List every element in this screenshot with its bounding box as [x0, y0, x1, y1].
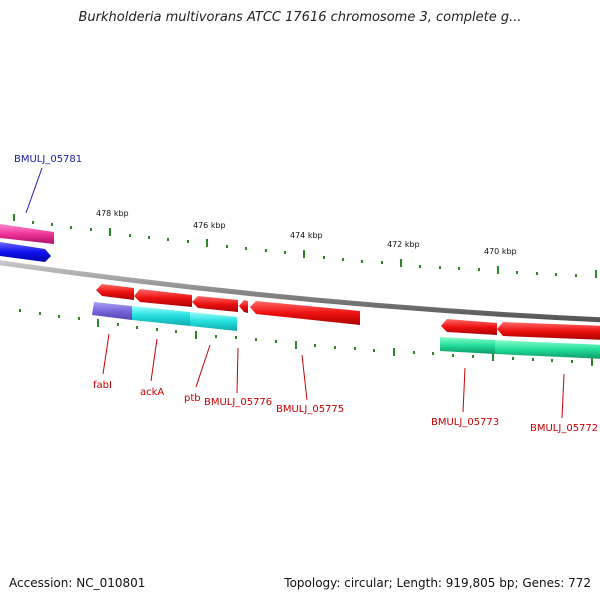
feature-bmulj-05776-red[interactable] — [239, 300, 248, 313]
feature-acka-cyan[interactable] — [132, 306, 190, 326]
map-title: Burkholderia multivorans ATCC 17616 chro… — [78, 10, 522, 25]
feature-bmulj-05775-red[interactable] — [250, 301, 360, 325]
feature-fabi-red[interactable] — [96, 284, 134, 300]
gene-label-bmulj-05773[interactable]: BMULJ_05773 — [431, 417, 499, 428]
leader-acka — [150, 338, 158, 382]
gene-label-acka[interactable]: ackA — [140, 387, 164, 398]
leader-ptb — [195, 344, 211, 388]
chromosome-backbone — [0, 260, 600, 323]
feature-bmulj-05773-red[interactable] — [441, 319, 497, 335]
ruler-label-470: 470 kbp — [484, 247, 517, 256]
feature-blue-arrow[interactable] — [0, 242, 51, 262]
feature-bmulj-05773-green[interactable] — [440, 337, 495, 354]
feature-pink[interactable] — [0, 224, 54, 244]
gene-label-bmulj-05775[interactable]: BMULJ_05775 — [276, 404, 344, 415]
ruler-label-478: 478 kbp — [96, 209, 129, 218]
leader-bmulj-05773 — [462, 367, 466, 413]
feature-ptb-cyan[interactable] — [190, 312, 237, 331]
gene-label-fabi[interactable]: fabI — [93, 380, 112, 391]
leader-bmulj-05772 — [561, 373, 565, 419]
ruler-label-474: 474 kbp — [290, 231, 323, 240]
leader-fabi — [102, 333, 110, 375]
gene-label-ptb[interactable]: ptb — [184, 393, 201, 404]
leader-bmulj-05775 — [301, 354, 308, 401]
gene-label-bmulj-05776[interactable]: BMULJ_05776 — [204, 397, 272, 408]
outer-ruler — [13, 214, 597, 278]
accession-label: Accession: NC_010801 — [9, 576, 146, 590]
feature-fabi-purple[interactable] — [92, 302, 132, 320]
inner-ruler — [19, 309, 593, 366]
feature-ptb-red[interactable] — [192, 296, 238, 312]
ruler-label-472: 472 kbp — [387, 240, 420, 249]
feature-bmulj-05772-green[interactable] — [495, 340, 600, 359]
leader-bmulj-05781 — [25, 167, 43, 214]
gene-label-bmulj-05781[interactable]: BMULJ_05781 — [14, 154, 82, 165]
feature-acka-red[interactable] — [134, 289, 192, 307]
gene-label-bmulj-05772[interactable]: BMULJ_05772 — [530, 423, 598, 434]
topology-label: Topology: circular; Length: 919,805 bp; … — [284, 576, 591, 590]
ruler-label-476: 476 kbp — [193, 221, 226, 230]
feature-bmulj-05772-red[interactable] — [497, 322, 600, 340]
leader-bmulj-05776 — [236, 347, 239, 394]
